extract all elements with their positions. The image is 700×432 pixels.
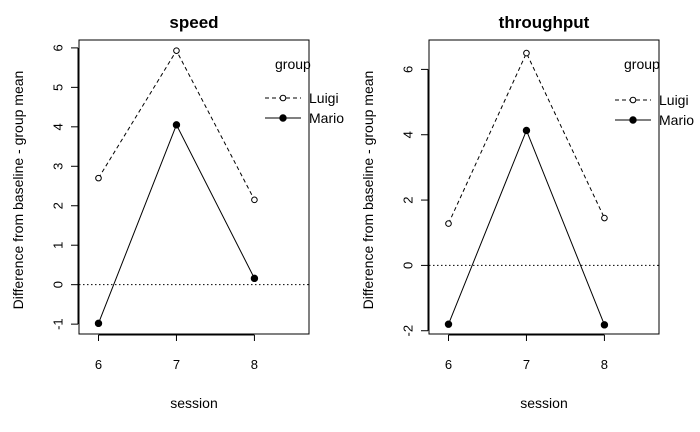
series-line-luigi: [448, 51, 605, 224]
y-tick-label: -1: [51, 318, 66, 330]
legend: group Luigi Mario: [265, 56, 344, 126]
x-axis-label: session: [520, 395, 567, 411]
data-point-mario: [94, 319, 103, 328]
y-tick-label: 5: [51, 84, 66, 91]
chart-panel-throughput: throughput 6 7 8 session -2 0 2 4 6 Difference fro…: [360, 13, 694, 411]
y-axis: -1 0 1 2 3 4 5 6: [51, 44, 79, 330]
y-axis-label: Difference from baseline - group mean: [10, 71, 26, 310]
y-tick-label: 1: [51, 242, 66, 249]
x-axis: 6 7 8: [95, 334, 258, 372]
x-tick-label: 6: [445, 357, 452, 372]
data-point-luigi: [601, 214, 608, 222]
legend-label-luigi: Luigi: [659, 92, 689, 108]
x-tick-label: 6: [95, 357, 102, 372]
y-tick-label: 4: [51, 123, 66, 130]
y-tick-label: 6: [401, 66, 416, 73]
series-mario: [94, 121, 259, 328]
series-luigi: [445, 49, 608, 227]
chart-title: throughput: [499, 13, 590, 32]
data-point-mario: [172, 121, 181, 129]
x-tick-label: 7: [523, 357, 530, 372]
y-tick-label: 2: [51, 202, 66, 209]
y-tick-label: 3: [51, 163, 66, 170]
data-point-luigi: [173, 47, 180, 54]
data-point-luigi: [251, 196, 258, 204]
legend-title: group: [275, 56, 311, 72]
legend-marker-luigi: [279, 94, 287, 102]
legend-marker-luigi: [629, 96, 637, 104]
data-point-mario: [250, 274, 259, 283]
legend-title: group: [624, 56, 660, 72]
legend-marker-mario: [279, 114, 287, 122]
data-point-luigi: [95, 174, 102, 182]
legend-label-luigi: Luigi: [309, 90, 339, 106]
data-point-mario: [522, 126, 531, 135]
data-point-mario: [600, 321, 609, 329]
plot-frame: [428, 39, 660, 335]
x-axis-label: session: [170, 395, 217, 411]
x-tick-label: 7: [173, 357, 180, 372]
series-line-mario: [448, 129, 605, 326]
y-axis: -2 0 2 4 6: [401, 66, 429, 337]
y-tick-label: 0: [51, 281, 66, 288]
series-mario: [444, 126, 609, 329]
legend-label-mario: Mario: [309, 110, 344, 126]
data-point-mario: [444, 320, 453, 328]
x-tick-label: 8: [251, 357, 258, 372]
data-point-luigi: [523, 49, 530, 57]
y-axis-label: Difference from baseline - group mean: [360, 71, 376, 310]
series-luigi: [95, 47, 258, 204]
chart-panel-speed: speed 6 7 8 session -1 0 1 2 3 4 5 6 Difference from …: [10, 13, 344, 411]
x-axis: 6 7 8: [445, 334, 608, 372]
y-tick-label: 2: [401, 196, 416, 203]
x-tick-label: 8: [601, 357, 608, 372]
legend: group Luigi Mario: [615, 56, 694, 128]
chart-title: speed: [169, 13, 218, 32]
y-tick-label: 6: [51, 44, 66, 51]
data-point-luigi: [445, 220, 452, 227]
y-tick-label: -2: [401, 325, 416, 337]
y-tick-label: 0: [401, 262, 416, 269]
plot-frame: [78, 39, 310, 335]
y-tick-label: 4: [401, 131, 416, 138]
legend-label-mario: Mario: [659, 112, 694, 128]
legend-marker-mario: [629, 116, 637, 124]
